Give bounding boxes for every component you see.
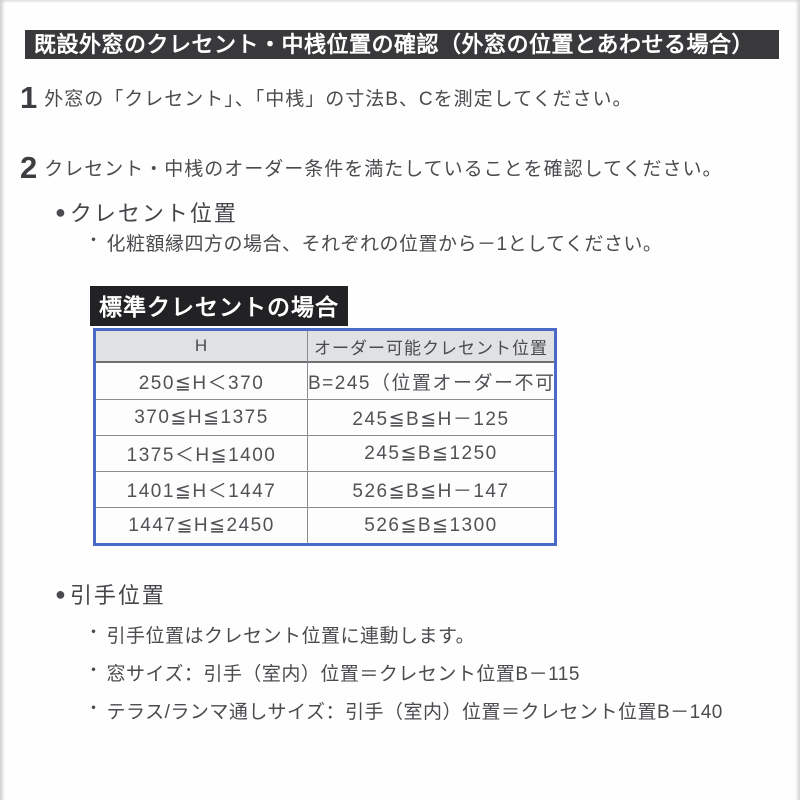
cell-h-range: 1375＜H≦1400 [96,435,307,471]
dot-icon: ・ [85,661,103,680]
cell-b-range: 526≦B≦H－147 [307,471,554,507]
pull-note-text: 窓サイズ：引手（室内）位置＝クレセント位置B－115 [106,664,580,685]
crescent-note-text: 化粧額縁四方の場合、それぞれの位置から－1としてください。 [106,234,663,255]
table-header-row: H オーダー可能クレセント位置 [96,331,554,363]
scan-edge-right [795,0,800,800]
scan-edge-left [0,0,5,800]
dot-icon: ・ [85,623,103,642]
table-row: 1447≦H≦2450 526≦B≦1300 [96,507,554,543]
step-1: 1 外窓の「クレセント」、「中桟」の寸法B、Cを測定してください。 [20,80,633,115]
step-2: 2 クレセント・中桟のオーダー条件を満たしていることを確認してください。 [20,150,723,185]
dot-icon: ・ [85,699,103,718]
cell-b-range: 526≦B≦1300 [307,507,554,543]
page-title: 既設外窓のクレセント・中桟位置の確認（外窓の位置とあわせる場合） [25,30,779,59]
crescent-note: ・ 化粧額縁四方の場合、それぞれの位置から－1としてください。 [85,229,662,256]
step-1-text: 外窓の「クレセント」、「中桟」の寸法B、Cを測定してください。 [44,89,633,110]
table-row: 250≦H＜370 B=245（位置オーダー不可） [96,363,554,399]
table-row: 370≦H≦1375 245≦B≦H－125 [96,399,554,435]
cell-b-range: 245≦B≦1250 [307,435,554,471]
crescent-position-table: H オーダー可能クレセント位置 250≦H＜370 B=245（位置オーダー不可… [93,328,557,546]
table-row: 1401≦H＜1447 526≦B≦H－147 [96,471,554,507]
step-1-number: 1 [20,80,38,115]
cell-h-range: 1401≦H＜1447 [96,471,307,507]
table-row: 1375＜H≦1400 245≦B≦1250 [96,435,554,471]
bullet-icon: ● [55,584,66,604]
pull-note-text: テラス/ランマ通しサイズ：引手（室内）位置＝クレセント位置B－140 [106,702,723,723]
standard-crescent-label: 標準クレセントの場合 [90,286,348,326]
column-header-h: H [96,331,307,363]
cell-h-range: 1447≦H≦2450 [96,507,307,543]
crescent-heading-label: クレセント位置 [69,201,238,226]
dot-icon: ・ [85,231,103,250]
step-2-number: 2 [20,150,38,185]
pull-note-window-size: ・ 窓サイズ：引手（室内）位置＝クレセント位置B－115 [85,659,580,686]
scan-edge-top [0,0,800,3]
column-header-order-range: オーダー可能クレセント位置 [307,331,554,363]
pull-note-terrace-size: ・ テラス/ランマ通しサイズ：引手（室内）位置＝クレセント位置B－140 [85,697,723,724]
cell-h-range: 250≦H＜370 [96,363,307,399]
cell-b-range: 245≦B≦H－125 [307,399,554,435]
pull-handle-heading: ● 引手位置 [55,578,166,610]
step-2-text: クレセント・中桟のオーダー条件を満たしていることを確認してください。 [44,159,723,180]
pull-note-text: 引手位置はクレセント位置に連動します。 [106,626,476,647]
pull-handle-heading-label: 引手位置 [69,583,166,608]
bullet-icon: ● [55,202,66,222]
crescent-position-heading: ● クレセント位置 [55,196,238,228]
cell-b-range: B=245（位置オーダー不可） [307,363,554,399]
cell-h-range: 370≦H≦1375 [96,399,307,435]
pull-note-linkage: ・ 引手位置はクレセント位置に連動します。 [85,621,475,648]
